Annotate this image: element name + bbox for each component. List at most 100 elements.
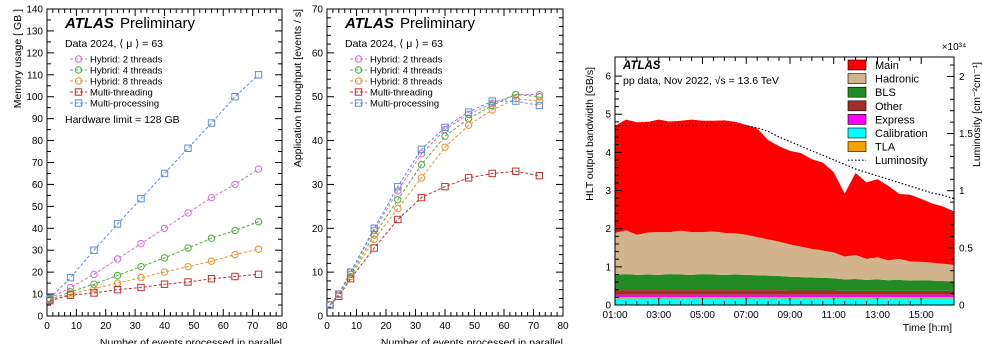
data-point-multi-threading bbox=[160, 280, 169, 288]
data-point-hybrid-4-threads bbox=[535, 93, 544, 101]
legend-marker-hybrid-8-threads bbox=[354, 77, 363, 85]
legend-entry-multi-processing: Multi-processing bbox=[370, 99, 439, 110]
data-point-multi-threading bbox=[512, 167, 520, 175]
dataset-label: pp data, Nov 2022, √s = 13.6 TeV bbox=[623, 75, 779, 87]
legend-marker-multi-processing bbox=[74, 99, 83, 107]
y-tick-label: 0 bbox=[317, 312, 323, 323]
data-point-multi-threading bbox=[441, 182, 449, 191]
x-tick-label: 09:00 bbox=[777, 310, 802, 321]
data-point-multi-processing bbox=[535, 101, 544, 110]
legend-marker-multi-threading bbox=[354, 88, 363, 96]
data-point-multi-processing bbox=[184, 144, 192, 152]
data-point-multi-threading bbox=[370, 244, 378, 252]
data-point-multi-threading bbox=[207, 275, 216, 283]
x-tick-label: 70 bbox=[247, 321, 259, 332]
data-point-hybrid-2-threads bbox=[207, 193, 216, 202]
data-point-hybrid-4-threads bbox=[160, 254, 169, 262]
y2-tick-label: 0.5 bbox=[959, 243, 973, 254]
legend-entry-hybrid-8-threads: Hybrid: 8 threads bbox=[370, 77, 443, 88]
x-tick-label: 0 bbox=[324, 321, 330, 332]
legend-key-calibration bbox=[847, 127, 867, 139]
y-tick-label: 100 bbox=[26, 92, 43, 103]
x-tick-label: 50 bbox=[188, 321, 200, 332]
x-tick-label: 40 bbox=[439, 321, 451, 332]
legend-entry-luminosity: Luminosity bbox=[875, 155, 928, 167]
y-tick-label: 20 bbox=[312, 224, 324, 235]
data-point-hybrid-8-threads bbox=[160, 268, 169, 276]
y-tick-label: 90 bbox=[32, 114, 44, 125]
legend-marker-hybrid-4-threads bbox=[74, 66, 83, 74]
data-point-hybrid-4-threads bbox=[184, 244, 192, 252]
stack-area-other bbox=[615, 290, 954, 295]
legend-key-tla bbox=[847, 141, 867, 152]
data-point-hybrid-4-threads bbox=[441, 132, 449, 140]
y-tick-label: 130 bbox=[26, 26, 43, 37]
data-point-hybrid-4-threads bbox=[231, 226, 239, 235]
data-point-multi-threading bbox=[90, 289, 98, 297]
legend-entry-other: Other bbox=[875, 101, 903, 113]
atlas-label: ATLAS bbox=[344, 15, 394, 32]
data-point-hybrid-8-threads bbox=[90, 284, 98, 293]
y-tick-label: 0 bbox=[37, 312, 43, 323]
y-tick-label: 80 bbox=[32, 136, 44, 147]
data-point-multi-processing bbox=[370, 224, 378, 232]
y-tick-label: 5 bbox=[605, 110, 611, 121]
x-tick-label: 70 bbox=[528, 321, 540, 332]
x-tick-label: 80 bbox=[276, 321, 288, 332]
y-tick-label: 40 bbox=[312, 136, 324, 147]
legend-entry-calibration: Calibration bbox=[875, 128, 928, 140]
luminosity-line bbox=[615, 124, 955, 200]
x-tick-label: 01:00 bbox=[602, 310, 627, 321]
x-tick-label: 80 bbox=[557, 321, 569, 332]
panel-memory: 0 10 20 30 40 50 60 70 80 0 10 20 30 40 50 60 70 80 90 100 1… bbox=[12, 5, 288, 344]
y-axis-label: HLT output bandwidth [GB/s] bbox=[584, 67, 596, 201]
data-point-multi-processing bbox=[417, 145, 426, 154]
legend-marker-hybrid-4-threads bbox=[354, 66, 363, 74]
y2-exponent-label: ×10³⁴ bbox=[942, 42, 967, 53]
x-tick-label: 10 bbox=[71, 321, 83, 332]
x-axis-label: Number of events processed in parallel bbox=[100, 337, 282, 344]
x-tick-label: 50 bbox=[469, 321, 481, 332]
legend-entry-hybrid-4-threads: Hybrid: 4 threads bbox=[90, 66, 163, 77]
data-point-hybrid-8-threads bbox=[370, 235, 378, 243]
stack-area-tla bbox=[615, 296, 954, 299]
dataset-label: Data 2024, ⟨ μ ⟩ = 63 bbox=[65, 38, 163, 50]
x-axis-label: Time [h:m] bbox=[903, 322, 952, 334]
legend-entry-express: Express bbox=[875, 114, 915, 126]
data-point-hybrid-4-threads bbox=[488, 101, 496, 110]
y-tick-label: 0 bbox=[605, 301, 611, 312]
y-tick-label: 3 bbox=[605, 186, 611, 197]
data-point-hybrid-2-threads bbox=[394, 187, 402, 195]
y2-tick-label: 1 bbox=[959, 186, 965, 197]
x-tick-label: 60 bbox=[498, 321, 510, 332]
plot-frame bbox=[614, 56, 955, 306]
legend-marker-hybrid-2-threads bbox=[74, 55, 83, 63]
data-point-hybrid-8-threads bbox=[137, 273, 145, 282]
x-tick-label: 03:00 bbox=[646, 310, 671, 321]
y2-tick-label: 2 bbox=[959, 72, 965, 83]
data-point-hybrid-4-threads bbox=[254, 218, 263, 226]
plot-frame bbox=[326, 8, 564, 317]
data-point-multi-threading bbox=[137, 283, 145, 292]
data-point-hybrid-8-threads bbox=[464, 121, 473, 129]
y-tick-label: 6 bbox=[605, 72, 611, 83]
y2-axis-label: Luminosity [cm⁻²cm⁻¹] bbox=[971, 62, 982, 167]
data-point-multi-threading bbox=[417, 193, 426, 202]
data-point-hybrid-8-threads bbox=[254, 245, 263, 253]
x-tick-label: 05:00 bbox=[690, 310, 715, 321]
x-tick-label: 0 bbox=[44, 321, 50, 332]
y-tick-label: 4 bbox=[605, 148, 611, 159]
data-point-multi-processing bbox=[207, 119, 216, 127]
y-tick-label: 60 bbox=[32, 180, 44, 191]
data-point-hybrid-8-threads bbox=[417, 174, 426, 182]
data-point-hybrid-2-threads bbox=[90, 270, 98, 279]
atlas-label: ATLAS bbox=[622, 60, 661, 72]
data-point-multi-threading bbox=[184, 278, 192, 286]
x-tick-label: 15:00 bbox=[909, 310, 934, 321]
y-tick-label: 30 bbox=[312, 180, 324, 191]
legend-entry-hybrid-2-threads: Hybrid: 2 threads bbox=[370, 55, 443, 66]
y2-tick-label: 1.5 bbox=[959, 129, 973, 140]
legend-key-express bbox=[847, 114, 867, 125]
data-point-multi-processing bbox=[160, 169, 169, 178]
